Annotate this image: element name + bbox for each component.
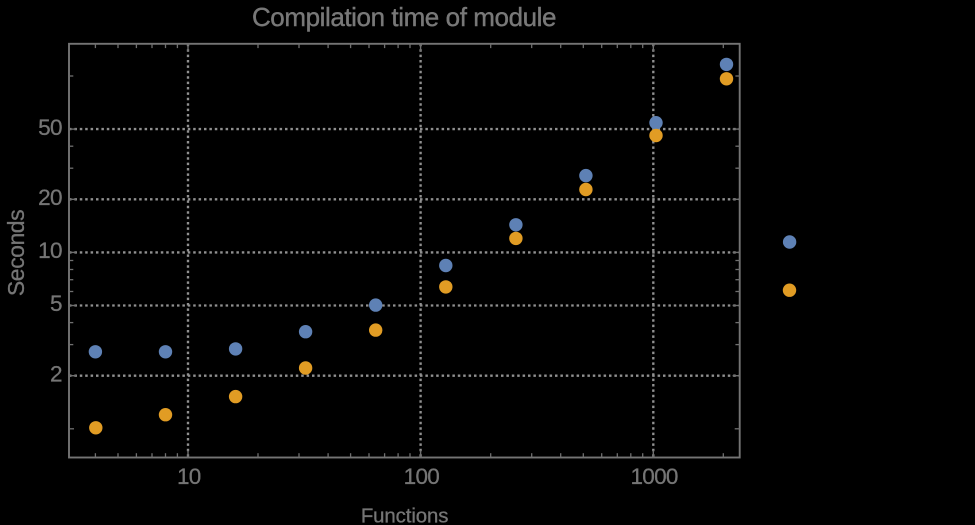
svg-text:1000: 1000 bbox=[630, 464, 677, 489]
svg-text:Functions: Functions bbox=[361, 506, 449, 525]
svg-text:10: 10 bbox=[177, 464, 201, 489]
svg-text:2: 2 bbox=[50, 361, 62, 386]
svg-text:Compilation time of module: Compilation time of module bbox=[252, 2, 556, 32]
svg-text:20: 20 bbox=[38, 185, 62, 210]
svg-text:100: 100 bbox=[404, 464, 440, 489]
svg-text:5: 5 bbox=[50, 291, 62, 316]
svg-text:50: 50 bbox=[38, 115, 62, 140]
svg-text:10: 10 bbox=[38, 238, 62, 263]
svg-text:Seconds: Seconds bbox=[3, 210, 29, 296]
